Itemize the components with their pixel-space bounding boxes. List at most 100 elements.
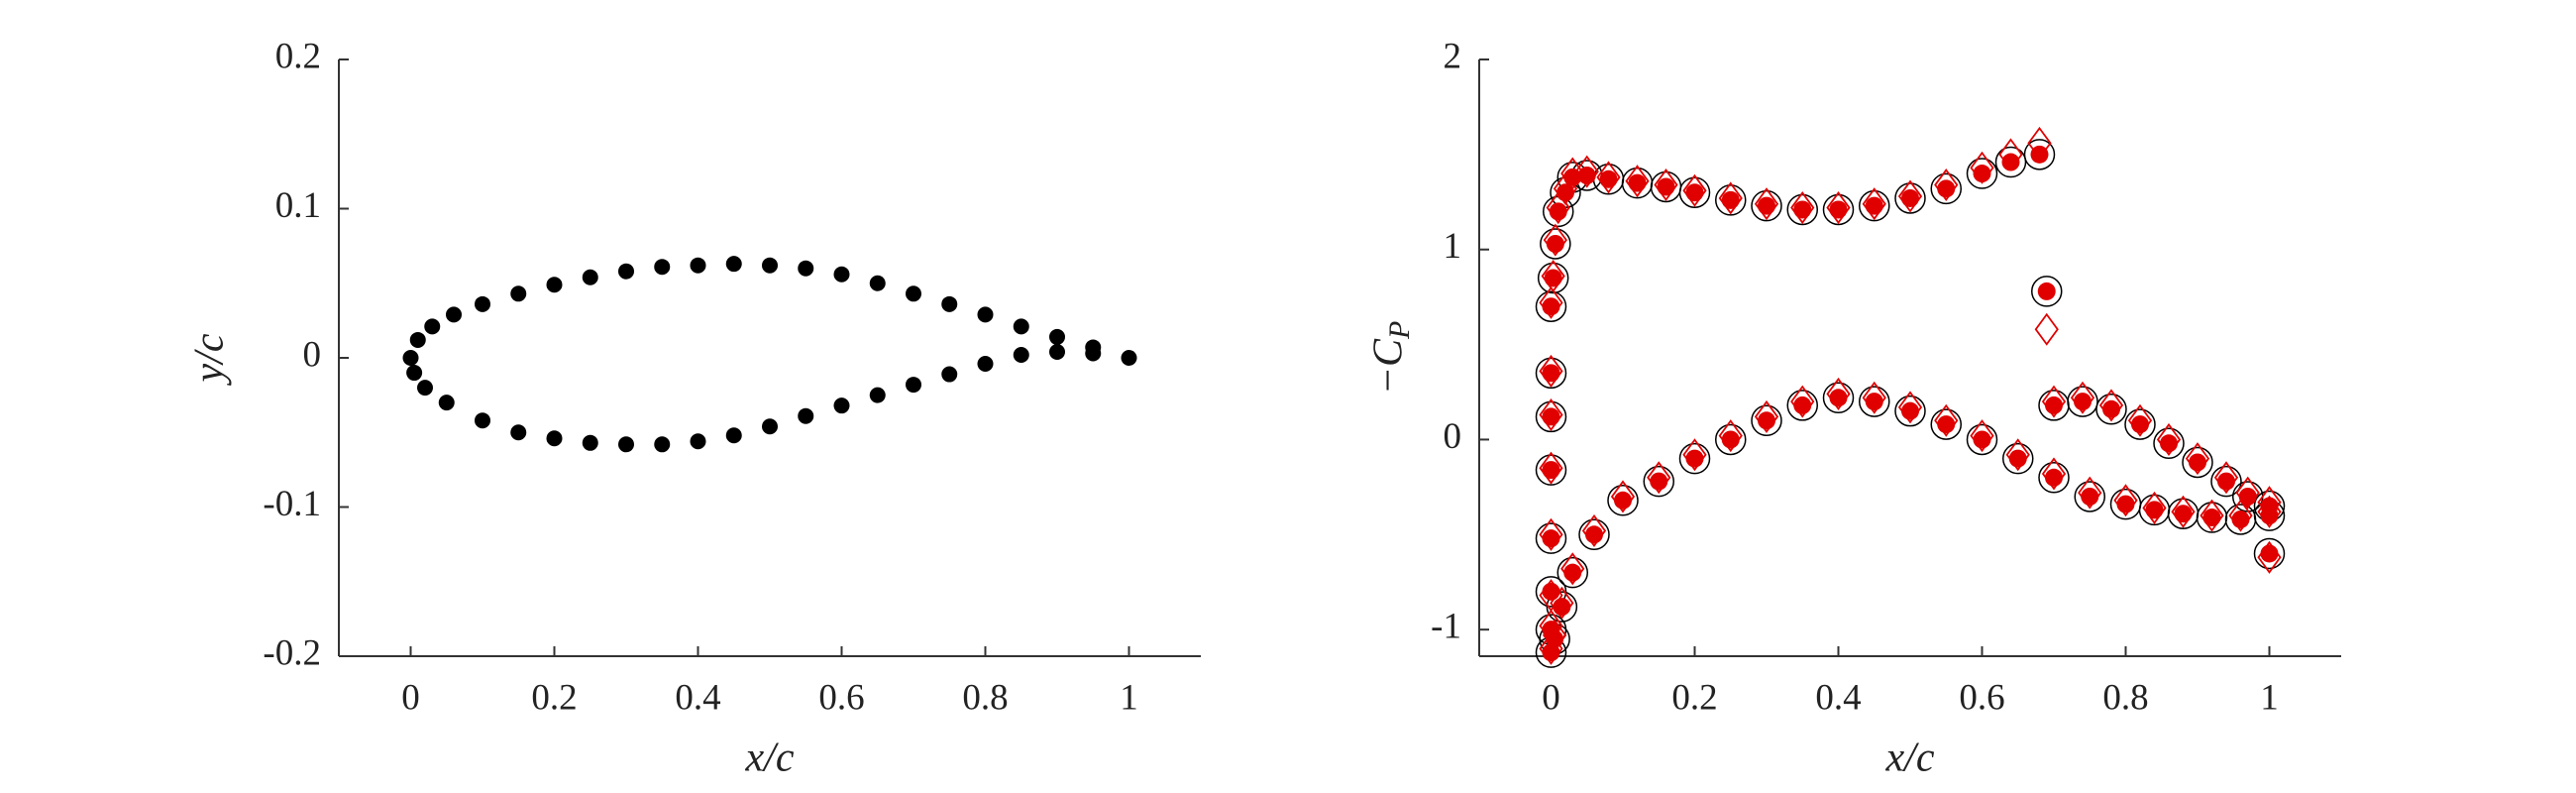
marker-circle xyxy=(1966,423,1998,456)
marker-diamond xyxy=(1718,419,1743,453)
y-tick-label: 1 xyxy=(1444,226,1462,267)
marker-dot xyxy=(2045,396,2063,414)
marker-dot xyxy=(977,356,994,373)
marker-dot xyxy=(1937,179,1956,198)
marker-dot xyxy=(1628,173,1647,192)
marker-circle xyxy=(1643,465,1674,498)
marker-dot xyxy=(2189,453,2206,472)
marker-dot xyxy=(1758,411,1775,430)
marker-diamond xyxy=(2228,499,2253,532)
marker-circle xyxy=(2067,386,2098,417)
marker-dot xyxy=(762,257,778,274)
marker-dot xyxy=(2116,495,2135,513)
marker-diamond xyxy=(1970,151,1994,184)
marker-diamond xyxy=(1625,165,1650,198)
marker-dot xyxy=(2081,487,2099,506)
marker-dot xyxy=(2030,145,2049,164)
x-tick-label: 0.4 xyxy=(1815,677,1861,718)
marker-diamond xyxy=(1539,354,1563,388)
marker-dot xyxy=(510,285,527,302)
marker-circle xyxy=(1751,189,1782,222)
marker-dot xyxy=(546,277,563,293)
marker-circle xyxy=(2210,465,2242,498)
marker-dot xyxy=(409,331,426,348)
marker-dot xyxy=(1121,350,1137,366)
marker-dot xyxy=(869,275,886,291)
marker-dot xyxy=(402,350,419,366)
marker-dot xyxy=(2131,415,2149,434)
x-axis-label: x/c xyxy=(745,736,795,781)
marker-circle xyxy=(2253,537,2286,570)
marker-circle xyxy=(1786,193,1818,226)
marker-diamond xyxy=(2127,403,2153,437)
marker-diamond xyxy=(1539,579,1563,613)
marker-circle xyxy=(1535,522,1567,554)
y-tick-label: 0 xyxy=(303,334,322,375)
marker-diamond xyxy=(1826,191,1851,225)
marker-circle xyxy=(2038,462,2070,494)
marker-circle xyxy=(1607,485,1639,516)
marker-diamond xyxy=(2171,495,2196,528)
marker-dot xyxy=(1829,389,1848,407)
marker-dot xyxy=(1758,196,1775,215)
marker-dot xyxy=(2008,449,2027,468)
marker-diamond xyxy=(2142,491,2167,524)
marker-dot xyxy=(1793,200,1812,219)
marker-circle xyxy=(1535,454,1567,486)
marker-circle xyxy=(2224,504,2257,535)
marker-diamond xyxy=(1581,513,1607,547)
marker-dot xyxy=(1865,196,1883,215)
marker-circle xyxy=(1578,518,1610,551)
y-axis-label: y/c xyxy=(187,333,233,386)
x-tick-label: 0.8 xyxy=(2102,677,2148,718)
marker-dot xyxy=(582,269,598,285)
y-tick-label: 0.2 xyxy=(275,36,321,76)
marker-diamond xyxy=(2041,385,2067,418)
marker-dot xyxy=(446,306,462,323)
marker-dot xyxy=(2217,472,2235,491)
marker-diamond xyxy=(2034,312,2059,346)
marker-diamond xyxy=(1897,179,1923,213)
marker-dot xyxy=(654,436,671,453)
marker-dot xyxy=(833,266,850,283)
x-tick-label: 1 xyxy=(1120,677,1138,718)
marker-circle xyxy=(1822,193,1855,226)
marker-dot xyxy=(977,306,994,323)
marker-dot xyxy=(1585,525,1603,544)
marker-dot xyxy=(1829,200,1848,219)
marker-dot xyxy=(1973,430,1991,449)
y-tick-label: 0.1 xyxy=(275,185,321,226)
marker-diamond xyxy=(1550,586,1574,620)
marker-diamond xyxy=(1539,517,1563,551)
marker-dot xyxy=(690,257,706,274)
marker-diamond xyxy=(2113,484,2138,517)
marker-dot xyxy=(1721,190,1740,209)
marker-dot xyxy=(725,427,742,444)
x-tick-label: 0.6 xyxy=(1959,677,2004,718)
marker-dot xyxy=(1049,328,1065,345)
marker-dot xyxy=(762,418,778,435)
marker-dot xyxy=(618,263,634,280)
marker-diamond xyxy=(2005,438,2030,472)
marker-diamond xyxy=(2235,476,2260,510)
marker-dot xyxy=(475,412,490,429)
marker-circle xyxy=(1546,591,1578,623)
marker-diamond xyxy=(2257,495,2282,528)
marker-dot xyxy=(1793,396,1812,414)
y-tick-label: -0.1 xyxy=(263,484,321,524)
marker-diamond xyxy=(1754,399,1779,433)
marker-dot xyxy=(654,259,671,276)
marker-dot xyxy=(1901,401,1919,420)
x-tick-label: 0.8 xyxy=(962,677,1008,718)
marker-diamond xyxy=(1826,377,1851,410)
marker-diamond xyxy=(1998,138,2023,171)
x-tick-label: 0 xyxy=(401,677,420,718)
marker-dot xyxy=(1542,364,1560,383)
marker-dot xyxy=(2260,544,2279,563)
marker-dot xyxy=(1542,529,1560,548)
marker-dot xyxy=(1937,415,1956,434)
marker-circle xyxy=(1678,442,1711,475)
marker-circle xyxy=(1859,189,1890,222)
marker-diamond xyxy=(2156,422,2182,456)
